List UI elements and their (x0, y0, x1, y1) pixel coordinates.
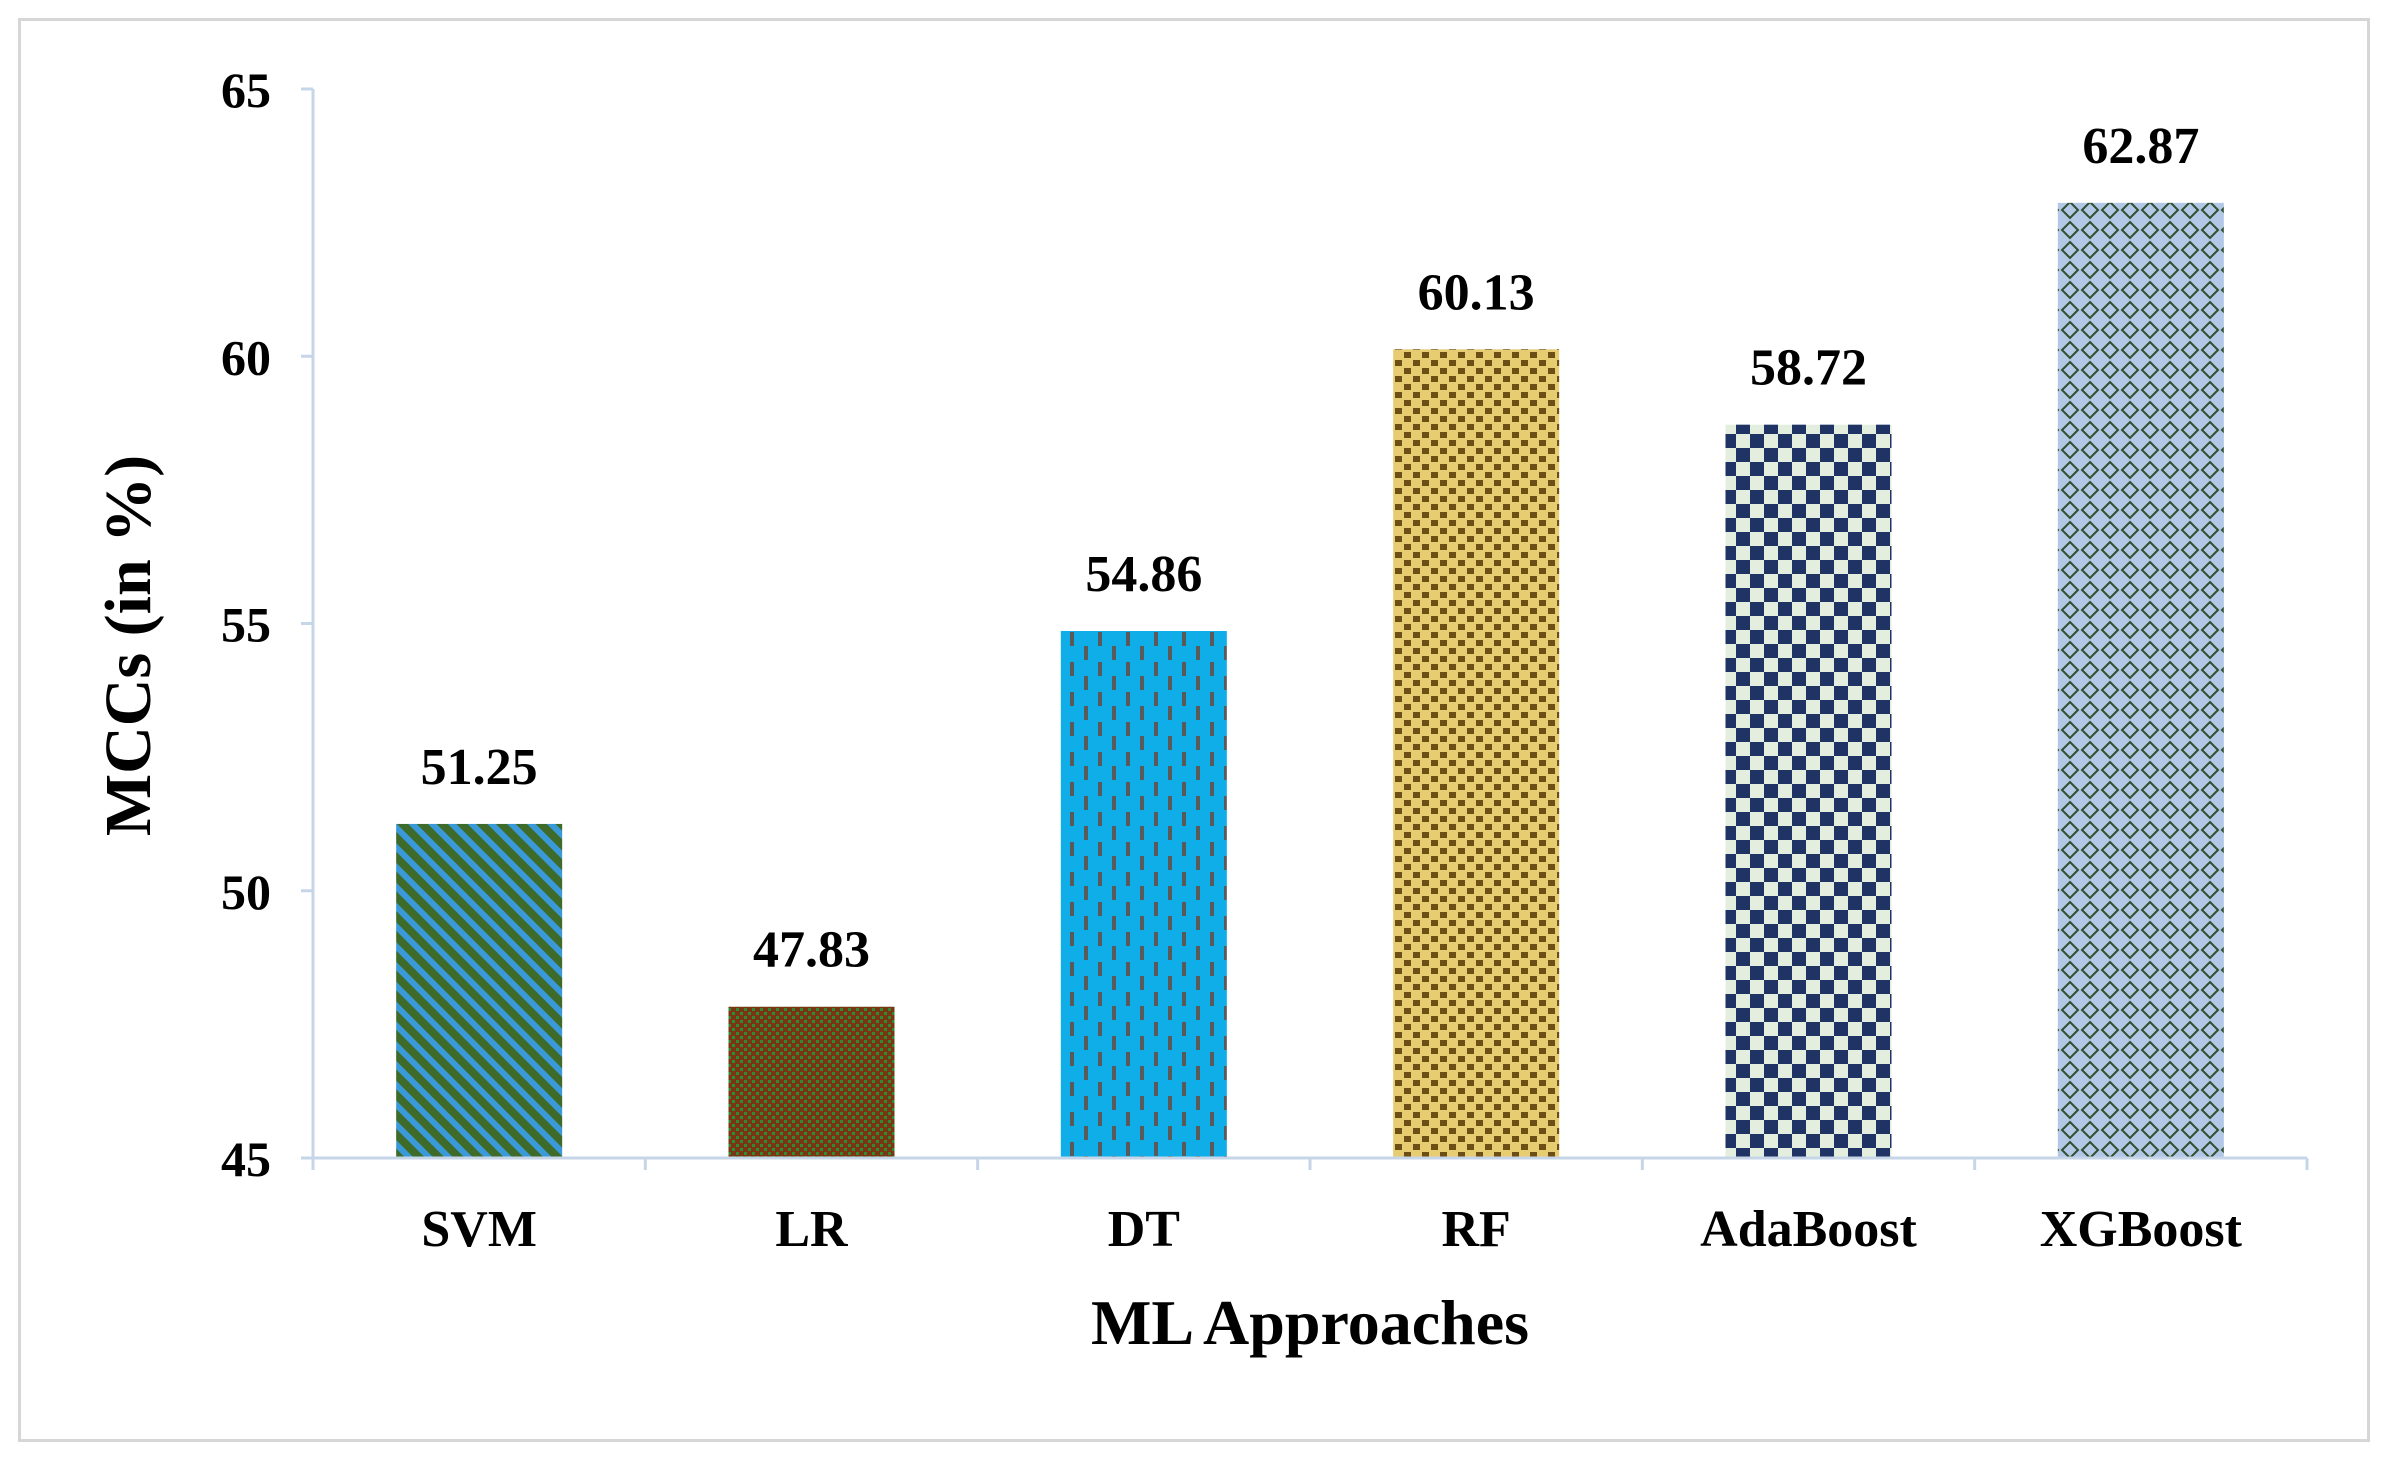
labels-layer: 45 50 55 60 65 SVM 51.25 LR 47.83 DT 54.86 RF 60.13 A… (92, 62, 2243, 1358)
data-label-adaboost: 58.72 (1750, 340, 1867, 397)
data-label-svm: 51.25 (421, 739, 538, 796)
x-tick-label-svm: SVM (421, 1201, 537, 1258)
axes-layer (301, 87, 2309, 1170)
x-tick-label-adaboost: AdaBoost (1700, 1201, 1917, 1258)
bar-lr (728, 1006, 895, 1158)
bar-dt (1060, 630, 1227, 1158)
bars-layer (396, 202, 2224, 1158)
y-tick-label-55: 55 (221, 597, 271, 653)
y-tick-label-65: 65 (221, 62, 271, 118)
bar-xgboost (2057, 202, 2224, 1158)
y-tick-label-50: 50 (221, 864, 271, 920)
x-tick-label-dt: DT (1108, 1201, 1180, 1258)
y-axis-title: MCCs (in %) (92, 455, 165, 836)
data-label-xgboost: 62.87 (2082, 118, 2199, 175)
bar-adaboost (1725, 424, 1892, 1158)
data-label-lr: 47.83 (753, 922, 870, 979)
bar-rf (1393, 349, 1560, 1158)
x-axis-title: ML Approaches (1091, 1287, 1529, 1358)
y-tick-label-45: 45 (221, 1131, 271, 1187)
data-label-rf: 60.13 (1418, 264, 1535, 321)
x-tick-label-lr: LR (775, 1201, 849, 1258)
bar-svm (396, 823, 563, 1158)
x-tick-label-xgboost: XGBoost (2040, 1201, 2243, 1258)
y-tick-label-60: 60 (221, 329, 271, 385)
x-tick-label-rf: RF (1442, 1201, 1511, 1258)
data-label-dt: 54.86 (1085, 546, 1202, 603)
